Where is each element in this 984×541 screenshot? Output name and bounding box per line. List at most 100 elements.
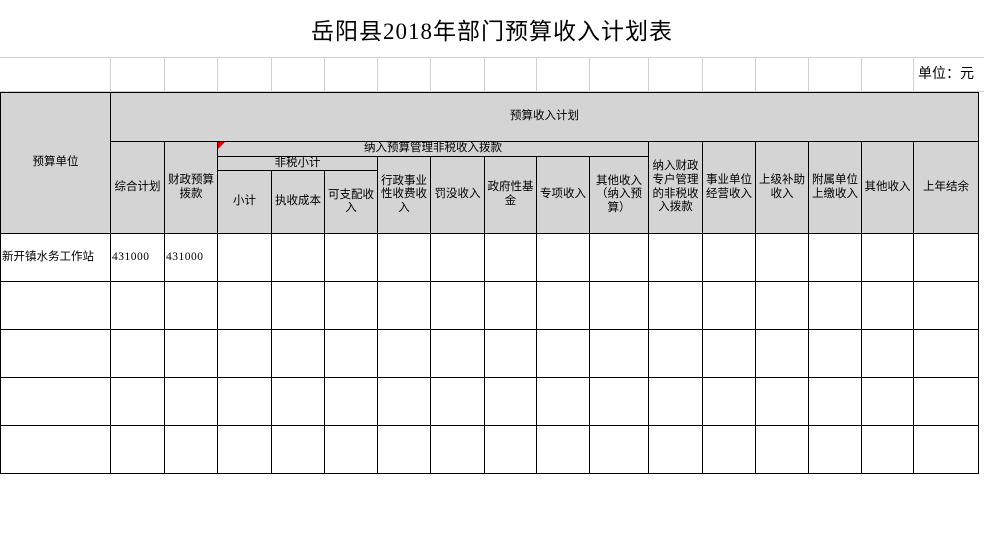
table-row[interactable]	[0, 281, 979, 331]
cell-unit[interactable]	[0, 377, 111, 427]
cell-nt-disposable[interactable]	[324, 377, 378, 427]
cell-other-in-budget[interactable]	[589, 233, 649, 283]
cell-affiliate-remittance[interactable]	[808, 425, 862, 475]
cell-admin-fee[interactable]	[377, 281, 431, 331]
cell-operating[interactable]	[702, 329, 756, 379]
cell-prior-balance[interactable]	[913, 425, 979, 475]
cell-other-income[interactable]	[861, 233, 914, 283]
cell-nt-cost[interactable]	[271, 233, 325, 283]
cell-penalty[interactable]	[430, 329, 485, 379]
cell-nt-subtotal[interactable]	[217, 425, 272, 475]
grid-line	[536, 58, 537, 92]
cell-admin-fee[interactable]	[377, 329, 431, 379]
cell-operating[interactable]	[702, 233, 756, 283]
cell-superior-subsidy[interactable]	[755, 329, 809, 379]
cell-total-plan[interactable]	[110, 377, 165, 427]
cell-operating[interactable]	[702, 281, 756, 331]
table-row[interactable]	[0, 425, 979, 475]
cell-gov-fund[interactable]	[484, 377, 537, 427]
cell-prior-balance[interactable]	[913, 377, 979, 427]
cell-affiliate-remittance[interactable]	[808, 329, 862, 379]
cell-unit[interactable]	[0, 329, 111, 379]
table-row[interactable]: 新开镇水务工作站 431000 431000	[0, 233, 979, 283]
cell-nt-subtotal[interactable]	[217, 281, 272, 331]
cell-operating[interactable]	[702, 425, 756, 475]
cell-nt-disposable[interactable]	[324, 233, 378, 283]
cell-superior-subsidy[interactable]	[755, 377, 809, 427]
cell-fiscal-appropriation[interactable]	[164, 425, 218, 475]
cell-nt-subtotal[interactable]	[217, 377, 272, 427]
cell-penalty[interactable]	[430, 281, 485, 331]
cell-fiscal-account[interactable]	[648, 425, 703, 475]
cell-other-income[interactable]	[861, 329, 914, 379]
cell-special[interactable]	[536, 233, 590, 283]
col-header-superior-subsidy: 上级补助收入	[755, 140, 809, 235]
cell-nt-cost[interactable]	[271, 281, 325, 331]
cell-gov-fund[interactable]	[484, 281, 537, 331]
cell-admin-fee[interactable]	[377, 233, 431, 283]
cell-gov-fund[interactable]	[484, 425, 537, 475]
cell-nt-subtotal[interactable]	[217, 329, 272, 379]
table-row[interactable]	[0, 377, 979, 427]
cell-total-plan[interactable]	[110, 329, 165, 379]
cell-fiscal-account[interactable]	[648, 281, 703, 331]
cell-special[interactable]	[536, 281, 590, 331]
cell-affiliate-remittance[interactable]	[808, 377, 862, 427]
cell-nt-disposable[interactable]	[324, 425, 378, 475]
cell-total-plan[interactable]	[110, 425, 165, 475]
cell-special[interactable]	[536, 425, 590, 475]
cell-other-in-budget[interactable]	[589, 281, 649, 331]
cell-fiscal-appropriation[interactable]	[164, 377, 218, 427]
cell-prior-balance[interactable]	[913, 281, 979, 331]
col-header-admin-fee-income: 行政事业性收费收入	[377, 155, 431, 235]
cell-unit[interactable]: 新开镇水务工作站	[0, 233, 111, 283]
cell-fiscal-appropriation[interactable]	[164, 329, 218, 379]
cell-gov-fund[interactable]	[484, 233, 537, 283]
cell-other-income[interactable]	[861, 281, 914, 331]
cell-unit[interactable]	[0, 425, 111, 475]
cell-nt-cost[interactable]	[271, 377, 325, 427]
cell-total-plan[interactable]: 431000	[110, 233, 165, 283]
cell-superior-subsidy[interactable]	[755, 233, 809, 283]
cell-admin-fee[interactable]	[377, 377, 431, 427]
cell-affiliate-remittance[interactable]	[808, 281, 862, 331]
cell-nt-subtotal[interactable]	[217, 233, 272, 283]
cell-operating[interactable]	[702, 377, 756, 427]
group-header-budget-income-plan: 预算收入计划	[110, 92, 979, 142]
cell-other-income[interactable]	[861, 425, 914, 475]
cell-other-in-budget[interactable]	[589, 329, 649, 379]
cell-penalty[interactable]	[430, 425, 485, 475]
cell-penalty[interactable]	[430, 377, 485, 427]
cell-fiscal-account[interactable]	[648, 377, 703, 427]
cell-nt-disposable[interactable]	[324, 329, 378, 379]
cell-other-in-budget[interactable]	[589, 377, 649, 427]
cell-nt-cost[interactable]	[271, 329, 325, 379]
table-row[interactable]	[0, 329, 979, 379]
table-header: 预算单位 预算收入计划 综合计划 财政预算拨款 纳入预算管理非税收入拨款 纳入财…	[0, 91, 979, 235]
cell-prior-balance[interactable]	[913, 233, 979, 283]
cell-superior-subsidy[interactable]	[755, 281, 809, 331]
cell-affiliate-remittance[interactable]	[808, 233, 862, 283]
cell-special[interactable]	[536, 377, 590, 427]
cell-other-income[interactable]	[861, 377, 914, 427]
col-header-unit: 预算单位	[0, 91, 111, 235]
unit-note: 单位：元	[918, 67, 974, 82]
cell-special[interactable]	[536, 329, 590, 379]
col-header-fiscal-account-non-tax: 纳入财政专户管理的非税收入拨款	[648, 140, 703, 235]
cell-nt-disposable[interactable]	[324, 281, 378, 331]
cell-unit[interactable]	[0, 281, 111, 331]
cell-fiscal-account[interactable]	[648, 233, 703, 283]
cell-nt-cost[interactable]	[271, 425, 325, 475]
cell-admin-fee[interactable]	[377, 425, 431, 475]
cell-fiscal-account[interactable]	[648, 329, 703, 379]
cell-superior-subsidy[interactable]	[755, 425, 809, 475]
cell-fiscal-appropriation[interactable]	[164, 281, 218, 331]
budget-income-table: 预算单位 预算收入计划 综合计划 财政预算拨款 纳入预算管理非税收入拨款 纳入财…	[0, 91, 979, 475]
col-header-penalty-income: 罚没收入	[430, 155, 485, 235]
cell-total-plan[interactable]	[110, 281, 165, 331]
cell-other-in-budget[interactable]	[589, 425, 649, 475]
cell-penalty[interactable]	[430, 233, 485, 283]
cell-prior-balance[interactable]	[913, 329, 979, 379]
cell-fiscal-appropriation[interactable]: 431000	[164, 233, 218, 283]
cell-gov-fund[interactable]	[484, 329, 537, 379]
